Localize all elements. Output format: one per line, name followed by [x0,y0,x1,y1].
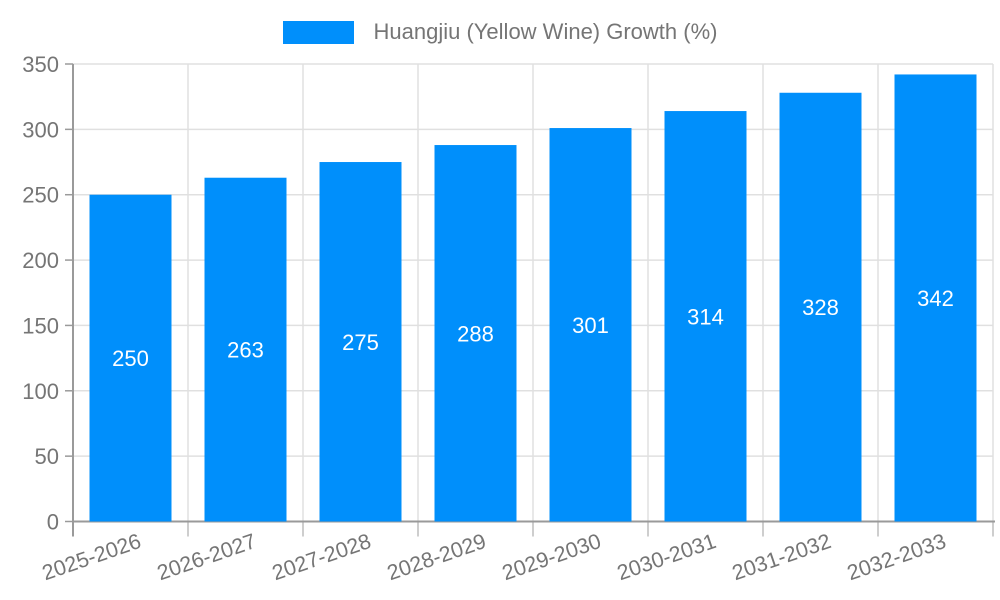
bar[interactable] [779,92,862,522]
x-tick-label: 2028-2029 [384,529,489,585]
y-tick-label: 200 [22,248,59,273]
x-tick-label: 2031-2032 [729,529,834,585]
y-tick-label: 300 [22,117,59,142]
legend-label: Huangjiu (Yellow Wine) Growth (%) [373,19,718,44]
bar-value-label: 250 [112,346,149,371]
bar[interactable] [664,111,747,522]
x-tick-label: 2027-2028 [269,529,374,585]
x-tick-label: 2025-2026 [39,529,144,585]
y-tick-label: 250 [22,183,59,208]
x-tick-label: 2030-2031 [614,529,719,585]
bar-value-label: 263 [227,338,264,363]
x-tick-label: 2032-2033 [844,529,949,585]
bar-value-label: 288 [457,321,494,346]
bar[interactable] [89,194,172,522]
x-tick-label: 2026-2027 [154,529,259,585]
bar-value-label: 328 [802,295,839,320]
y-tick-label: 350 [22,52,59,77]
bar[interactable] [549,128,632,522]
bar-value-label: 314 [687,304,724,329]
y-tick-label: 150 [22,313,59,338]
y-tick-label: 50 [35,444,59,469]
legend-item[interactable]: Huangjiu (Yellow Wine) Growth (%) [0,20,1000,44]
bar[interactable] [319,162,402,522]
legend-swatch [282,20,354,44]
bar-value-label: 342 [917,286,954,311]
bar[interactable] [204,177,287,522]
y-tick-label: 0 [47,510,59,535]
bar[interactable] [434,145,517,522]
x-tick-label: 2029-2030 [499,529,604,585]
bar-value-label: 301 [572,313,609,338]
bar-value-label: 275 [342,330,379,355]
y-tick-label: 100 [22,379,59,404]
bar[interactable] [894,74,977,522]
